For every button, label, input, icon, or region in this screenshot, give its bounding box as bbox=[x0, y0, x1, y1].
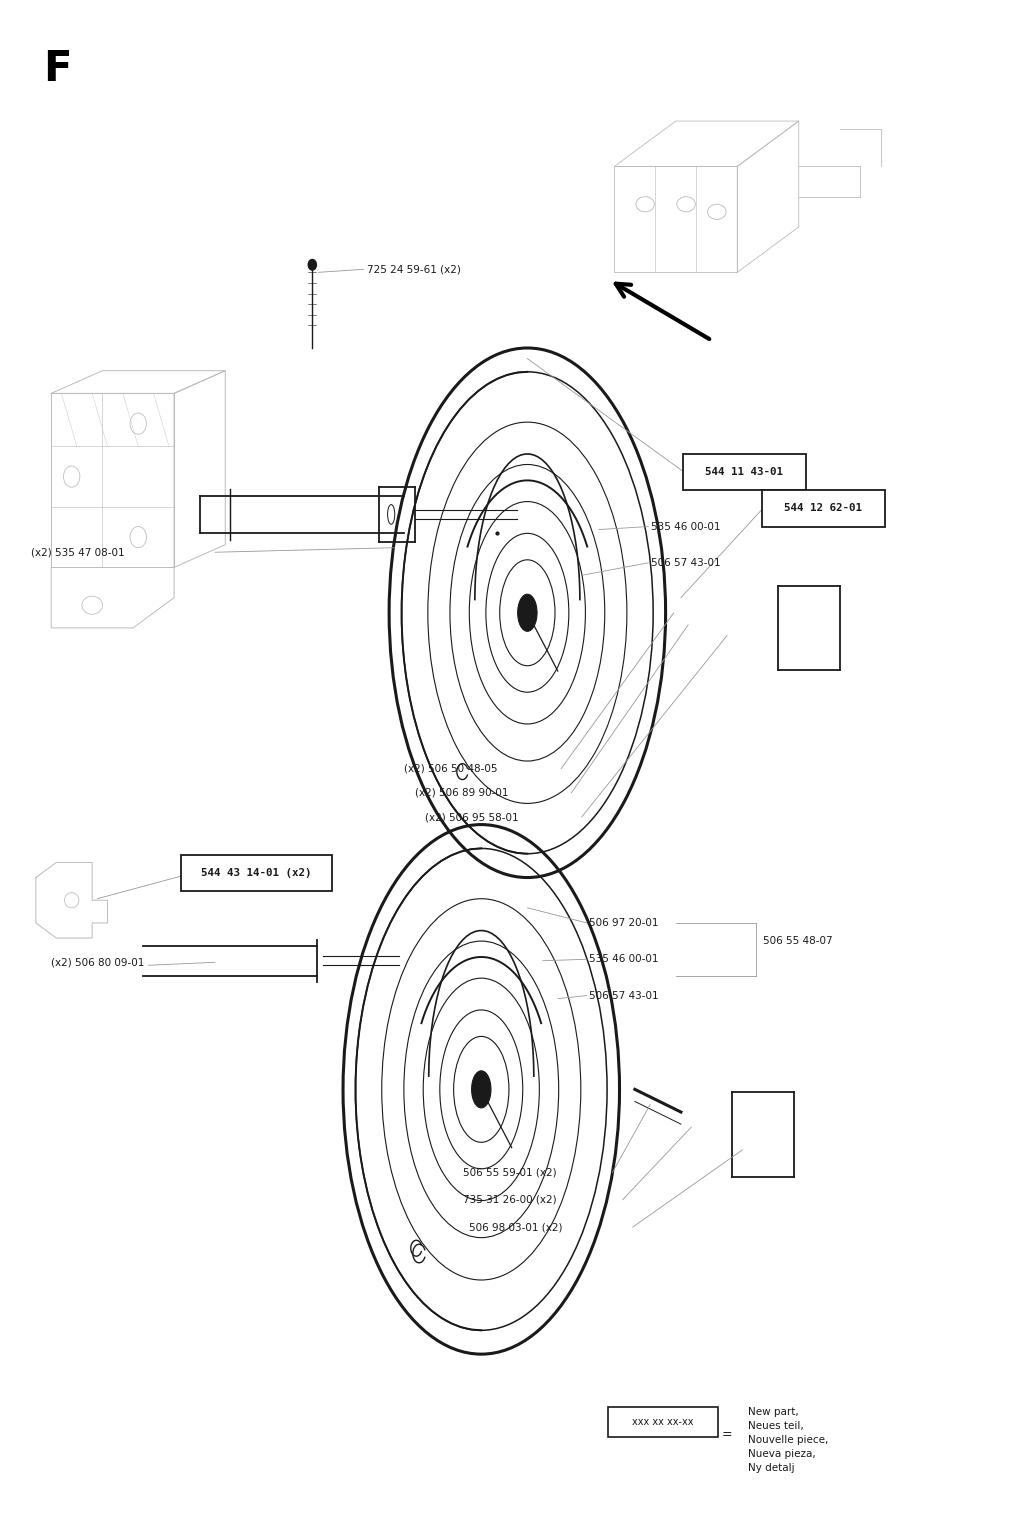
Text: 735 31 26-00 (x2): 735 31 26-00 (x2) bbox=[463, 1195, 556, 1204]
Text: (x2) 535 47 08-01: (x2) 535 47 08-01 bbox=[31, 548, 124, 557]
Text: 506 57 43-01: 506 57 43-01 bbox=[589, 991, 658, 1000]
FancyBboxPatch shape bbox=[683, 454, 806, 490]
Ellipse shape bbox=[472, 1071, 490, 1108]
Ellipse shape bbox=[735, 590, 766, 651]
Text: (x2) 506 95 58-01: (x2) 506 95 58-01 bbox=[425, 812, 518, 822]
Text: 506 98 03-01 (x2): 506 98 03-01 (x2) bbox=[469, 1223, 562, 1232]
Ellipse shape bbox=[695, 1108, 708, 1132]
Text: 544 12 62-01: 544 12 62-01 bbox=[784, 504, 862, 513]
Text: 725 24 59-61 (x2): 725 24 59-61 (x2) bbox=[367, 265, 461, 274]
FancyBboxPatch shape bbox=[608, 1407, 718, 1437]
Ellipse shape bbox=[123, 950, 133, 971]
Text: (x2) 506 89 90-01: (x2) 506 89 90-01 bbox=[415, 788, 508, 797]
Text: 506 55 59-01 (x2): 506 55 59-01 (x2) bbox=[463, 1168, 556, 1177]
Text: =: = bbox=[722, 1428, 732, 1440]
Ellipse shape bbox=[623, 1083, 636, 1108]
Ellipse shape bbox=[463, 1055, 500, 1124]
Text: xxx xx xx-xx: xxx xx xx-xx bbox=[632, 1418, 694, 1427]
Ellipse shape bbox=[695, 601, 708, 625]
Ellipse shape bbox=[518, 595, 537, 631]
FancyBboxPatch shape bbox=[181, 855, 332, 891]
Text: 506 57 43-01: 506 57 43-01 bbox=[651, 558, 721, 567]
Ellipse shape bbox=[509, 578, 546, 648]
Text: (x2) 506 80 09-01: (x2) 506 80 09-01 bbox=[51, 958, 144, 967]
Ellipse shape bbox=[744, 607, 758, 634]
Text: 506 97 20-01: 506 97 20-01 bbox=[589, 918, 658, 927]
Ellipse shape bbox=[308, 260, 316, 271]
FancyBboxPatch shape bbox=[762, 490, 885, 527]
Text: 535 46 00-01: 535 46 00-01 bbox=[589, 955, 658, 964]
Text: F: F bbox=[43, 48, 72, 91]
Text: 544 43 14-01 (x2): 544 43 14-01 (x2) bbox=[202, 868, 311, 878]
Text: (x2) 506 50 48-05: (x2) 506 50 48-05 bbox=[404, 764, 498, 773]
Ellipse shape bbox=[788, 1074, 799, 1195]
Ellipse shape bbox=[311, 943, 324, 979]
Ellipse shape bbox=[835, 567, 845, 688]
Ellipse shape bbox=[686, 1091, 717, 1148]
Text: 535 46 00-01: 535 46 00-01 bbox=[651, 522, 721, 531]
Ellipse shape bbox=[115, 937, 141, 985]
Text: New part,
Neues teil,
Nouvelle piece,
Nueva pieza,
Ny detalj: New part, Neues teil, Nouvelle piece, Nu… bbox=[748, 1407, 827, 1474]
Ellipse shape bbox=[687, 587, 716, 638]
Text: 506 55 48-07: 506 55 48-07 bbox=[763, 937, 833, 946]
Text: 544 11 43-01: 544 11 43-01 bbox=[706, 468, 783, 477]
